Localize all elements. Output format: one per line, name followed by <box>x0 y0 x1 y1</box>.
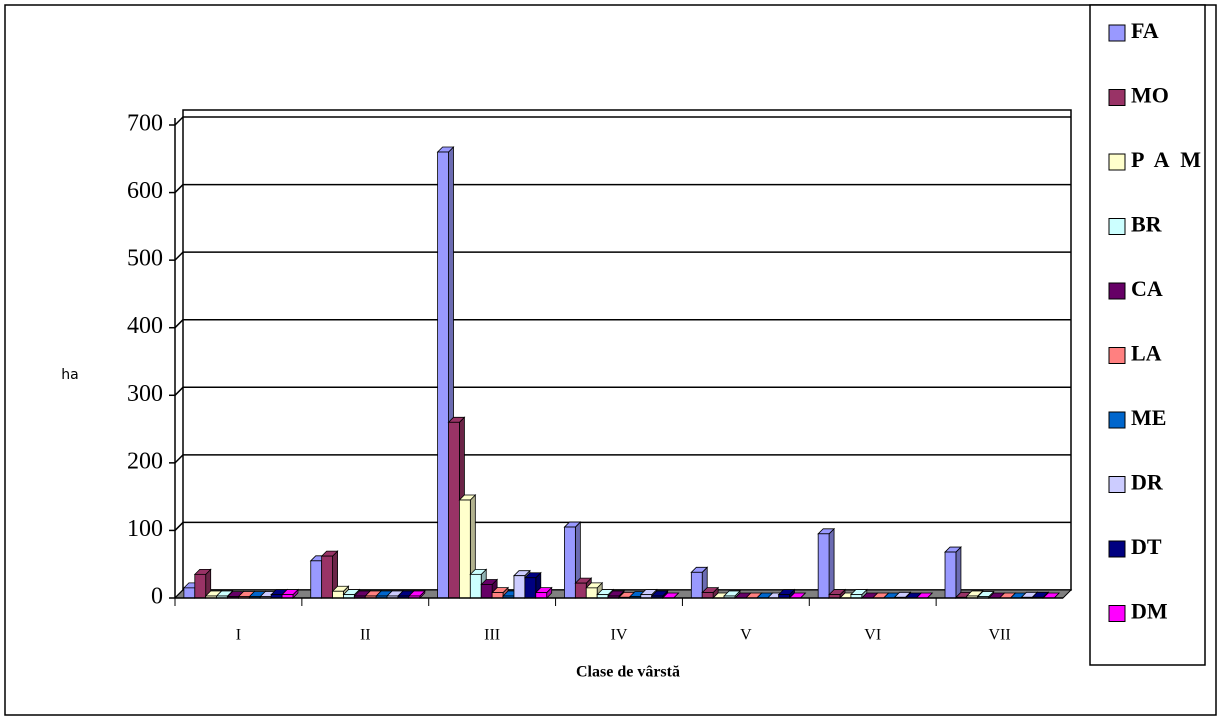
y-tick-label: 300 <box>127 381 163 407</box>
legend-swatch <box>1108 282 1126 300</box>
legend-label: ME <box>1131 405 1166 430</box>
legend-label: DM <box>1131 599 1168 624</box>
bar <box>701 592 714 599</box>
x-tick-label: V <box>740 627 752 644</box>
legend-swatch <box>1108 89 1126 106</box>
bar <box>564 526 576 599</box>
y-tick-label: 0 <box>151 584 163 610</box>
x-tick-label: II <box>360 627 371 644</box>
y-axis-label: ha <box>61 367 78 383</box>
bar <box>321 555 333 599</box>
legend-swatch <box>1108 347 1126 364</box>
legend-swatch <box>1108 540 1126 558</box>
grid-line <box>174 116 184 126</box>
plot-back-wall <box>182 109 1072 591</box>
bar <box>513 575 526 599</box>
x-axis-label: Clase de vârstă <box>576 664 680 681</box>
x-tick-label: VI <box>864 627 881 644</box>
legend-swatch <box>1108 153 1126 171</box>
legend-label: CA <box>1131 276 1163 301</box>
legend-swatch <box>1108 605 1126 622</box>
bar <box>817 533 830 599</box>
y-tick-label: 500 <box>127 246 163 272</box>
legend-label: DT <box>1131 534 1162 559</box>
bar <box>469 573 482 599</box>
x-tick-label: VII <box>988 627 1010 644</box>
legend-swatch <box>1108 24 1126 42</box>
legend-label: MO <box>1131 83 1169 108</box>
bar-side <box>955 546 962 599</box>
grid-line <box>174 454 184 464</box>
legend-label: LA <box>1131 341 1162 366</box>
bar <box>585 587 598 599</box>
bar <box>448 421 460 599</box>
y-tick-label: 600 <box>127 178 163 204</box>
grid-line <box>174 521 184 531</box>
bar <box>491 592 504 599</box>
bar-side <box>828 527 835 599</box>
x-tick-label: IV <box>611 627 628 644</box>
bar <box>194 573 207 599</box>
legend-swatch <box>1108 411 1126 429</box>
bar <box>332 590 344 599</box>
grid-line <box>174 251 184 261</box>
bar <box>459 499 471 599</box>
bar <box>480 584 493 599</box>
bar <box>524 577 537 599</box>
x-tick-label: I <box>236 627 241 644</box>
legend-label: BR <box>1131 212 1163 237</box>
legend-label: FA <box>1131 18 1159 43</box>
grid-line <box>174 184 184 194</box>
y-tick-label: 400 <box>127 313 163 339</box>
bar <box>574 582 587 599</box>
y-tick-label: 700 <box>127 111 163 137</box>
grid-line <box>174 319 184 329</box>
legend-swatch <box>1108 218 1126 235</box>
bar <box>944 551 957 599</box>
y-tick-label: 200 <box>127 448 163 474</box>
bar <box>437 151 449 599</box>
bar <box>183 587 196 599</box>
legend-label: DR <box>1131 470 1164 495</box>
x-tick-label: III <box>484 627 500 644</box>
legend-label: PAM <box>1131 147 1201 172</box>
bar <box>535 592 548 599</box>
bar <box>690 571 703 599</box>
legend-swatch <box>1108 476 1126 493</box>
y-tick-label: 100 <box>127 516 163 542</box>
bar <box>310 560 323 599</box>
grid-line <box>174 386 184 396</box>
